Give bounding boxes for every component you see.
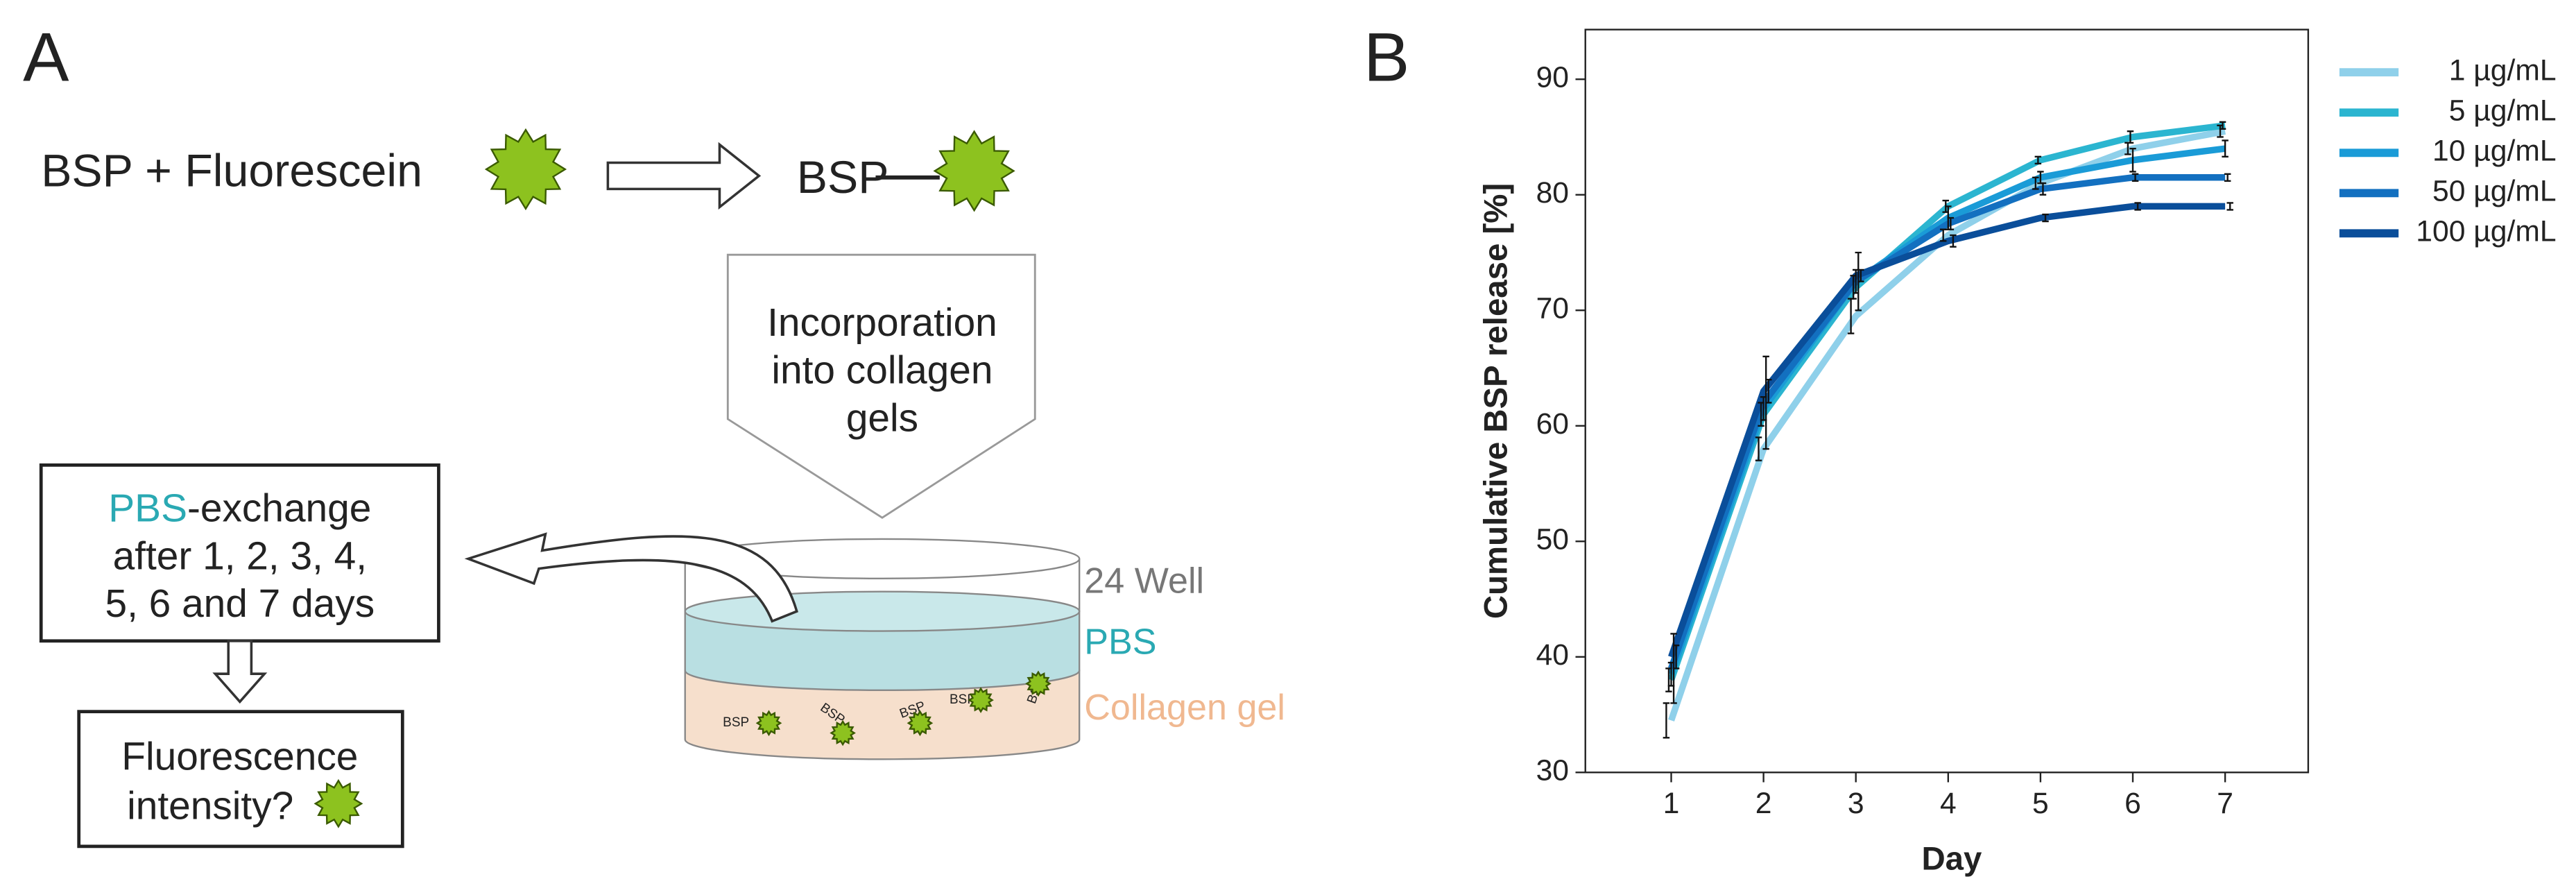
reaction-right: BSP bbox=[797, 152, 889, 203]
legend-label: 100 µg/mL bbox=[2416, 215, 2556, 248]
gel-bsp-label: BSP bbox=[723, 715, 749, 730]
x-tick-label: 4 bbox=[1940, 787, 1957, 820]
fluorescein-star bbox=[314, 778, 363, 828]
panel-letter: B bbox=[1364, 19, 1409, 96]
error-bar bbox=[2222, 139, 2229, 157]
error-bar bbox=[1764, 378, 1772, 404]
y-tick-label: 90 bbox=[1536, 61, 1569, 94]
well-wall bbox=[684, 559, 1081, 612]
fluorescence-text: intensity? bbox=[127, 784, 293, 828]
y-tick-label: 40 bbox=[1536, 638, 1569, 672]
error-bar bbox=[1857, 268, 1864, 282]
error-bar bbox=[1947, 216, 1955, 230]
panel-a: A BSP + Fluorescein BSP Incorporation in… bbox=[23, 19, 1285, 849]
x-tick-label: 5 bbox=[2032, 787, 2049, 820]
fluorescein-star bbox=[907, 710, 934, 737]
fluorescence-box bbox=[77, 710, 404, 849]
curved-arrow bbox=[464, 532, 798, 623]
legend-label: 10 µg/mL bbox=[2432, 135, 2557, 168]
error-bar bbox=[2034, 155, 2042, 164]
exchange-rest: -exchange bbox=[187, 487, 371, 531]
panel-letter: A bbox=[23, 19, 69, 96]
exchange-line: PBS-exchange bbox=[108, 487, 371, 531]
error-bar bbox=[1755, 436, 1762, 461]
error-bar bbox=[2226, 202, 2233, 211]
y-tick-label: 70 bbox=[1536, 292, 1569, 325]
reaction-left: BSP + Fluorescein bbox=[41, 146, 422, 197]
incorporation-text: into collagen bbox=[771, 349, 993, 393]
y-tick-label: 80 bbox=[1536, 176, 1569, 210]
exchange-line: 5, 6 and 7 days bbox=[105, 582, 375, 626]
y-tick-label: 60 bbox=[1536, 407, 1569, 441]
gel-label: Collagen gel bbox=[1084, 688, 1285, 728]
pbs-highlight: PBS bbox=[108, 487, 187, 531]
series-line bbox=[1668, 203, 2226, 658]
error-bar bbox=[2127, 130, 2134, 144]
legend-label: 1 µg/mL bbox=[2449, 53, 2557, 87]
x-tick-label: 3 bbox=[1848, 787, 1864, 820]
error-bar bbox=[2042, 213, 2049, 223]
x-tick-label: 1 bbox=[1663, 787, 1680, 820]
error-bar bbox=[2219, 121, 2226, 130]
incorporation-text: Incorporation bbox=[767, 301, 997, 345]
error-bar bbox=[2131, 173, 2139, 182]
fluorescein-star bbox=[968, 687, 994, 713]
error-bar bbox=[1663, 702, 1670, 739]
fluorescein-star bbox=[484, 128, 567, 211]
fluorescence-text: Fluorescence bbox=[121, 735, 358, 778]
error-bar bbox=[2129, 147, 2136, 173]
fluorescein-star bbox=[830, 719, 856, 747]
x-tick-label: 6 bbox=[2124, 787, 2141, 820]
y-tick-label: 50 bbox=[1536, 523, 1569, 556]
incorporation-arrow bbox=[726, 253, 1036, 519]
error-bar bbox=[1672, 644, 1680, 670]
fluorescein-star bbox=[755, 710, 782, 737]
error-bar bbox=[2039, 182, 2047, 196]
y-tick-label: 30 bbox=[1536, 754, 1569, 787]
x-tick-label: 7 bbox=[2217, 787, 2233, 820]
gel-bsp-label: BSP bbox=[950, 692, 976, 707]
legend-label: 5 µg/mL bbox=[2449, 94, 2557, 128]
x-axis-label: Day bbox=[1921, 841, 1982, 878]
x-tick-label: 2 bbox=[1755, 787, 1772, 820]
error-bar bbox=[2032, 176, 2039, 190]
pbs-surface bbox=[684, 590, 1081, 632]
error-bar bbox=[2134, 202, 2141, 211]
fluorescein-star bbox=[1025, 670, 1051, 697]
exchange-line: after 1, 2, 3, 4, bbox=[113, 534, 367, 578]
well-label: 24 Well bbox=[1084, 561, 1204, 602]
plot-frame bbox=[1584, 28, 2310, 774]
exchange-box bbox=[39, 463, 440, 643]
error-bar bbox=[2224, 173, 2231, 182]
reaction-arrow bbox=[606, 142, 762, 210]
error-bar bbox=[1950, 234, 1957, 248]
incorporation-text: gels bbox=[846, 396, 918, 440]
legend-label: 50 µg/mL bbox=[2432, 175, 2557, 208]
pbs-label: PBS bbox=[1084, 622, 1156, 662]
fluorescein-star bbox=[933, 130, 1015, 212]
y-axis-label: Cumulative BSP release [%] bbox=[1478, 183, 1515, 619]
down-arrow bbox=[212, 640, 268, 704]
pbs-layer bbox=[684, 610, 1081, 692]
